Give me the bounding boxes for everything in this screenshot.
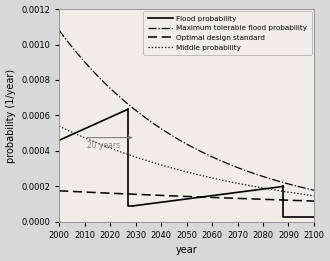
Maximum tolerable flood probability bbox=[266, 176, 270, 180]
Maximum tolerable flood probability bbox=[312, 189, 316, 192]
Optimal design standard bbox=[178, 195, 182, 198]
Middle probability bbox=[209, 176, 213, 179]
Middle probability bbox=[178, 169, 182, 172]
Middle probability bbox=[180, 169, 184, 172]
Maximum tolerable flood probability bbox=[306, 187, 310, 190]
Line: Maximum tolerable flood probability: Maximum tolerable flood probability bbox=[59, 30, 314, 190]
Legend: Flood probability, Maximum tolerable flood probability, Optimal design standard,: Flood probability, Maximum tolerable flo… bbox=[143, 11, 312, 55]
Maximum tolerable flood probability bbox=[178, 139, 182, 142]
Optimal design standard bbox=[195, 195, 199, 198]
Optimal design standard bbox=[266, 198, 270, 201]
Optimal design standard bbox=[306, 199, 310, 203]
Optimal design standard bbox=[312, 199, 316, 203]
Line: Optimal design standard: Optimal design standard bbox=[59, 191, 314, 201]
Line: Middle probability: Middle probability bbox=[59, 126, 314, 196]
X-axis label: year: year bbox=[176, 245, 197, 256]
Middle probability bbox=[306, 193, 310, 197]
Optimal design standard bbox=[180, 195, 184, 198]
Maximum tolerable flood probability bbox=[180, 140, 184, 143]
Maximum tolerable flood probability bbox=[195, 148, 199, 151]
Maximum tolerable flood probability bbox=[57, 29, 61, 32]
Maximum tolerable flood probability bbox=[209, 155, 213, 158]
Optimal design standard bbox=[57, 189, 61, 192]
Middle probability bbox=[195, 173, 199, 176]
Middle probability bbox=[266, 187, 270, 191]
Text: 20 years: 20 years bbox=[87, 141, 120, 150]
Optimal design standard bbox=[209, 196, 213, 199]
Middle probability bbox=[312, 194, 316, 197]
Middle probability bbox=[57, 124, 61, 128]
Y-axis label: probability (1/year): probability (1/year) bbox=[6, 68, 16, 163]
